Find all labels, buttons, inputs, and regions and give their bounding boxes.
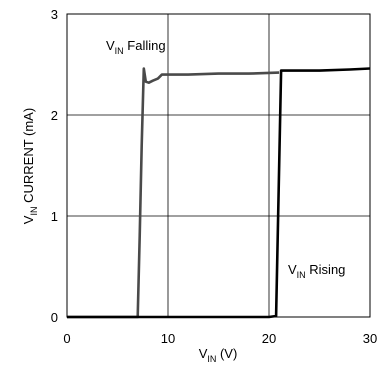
annotation-falling-base: V [106,38,115,53]
series-line-vin-rising [67,67,371,319]
series-layer [67,67,371,319]
y-axis-label-sub: IN [29,207,39,216]
annotation-rising-rest: Rising [306,262,346,277]
y-tick-label: 0 [51,310,58,325]
x-tick-label: 10 [161,331,175,346]
y-tick-label: 1 [51,209,58,224]
annotation-vin-falling: VIN Falling [106,38,166,56]
x-axis-label-sub: IN [207,354,216,364]
x-tick-label: 30 [363,331,377,346]
y-tick-label: 3 [51,7,58,22]
y-axis-label-base: V [21,215,36,224]
x-tick-label: 0 [63,331,70,346]
grid [67,14,370,317]
series-line-vin-falling [67,67,280,319]
annotation-rising-sub: IN [297,270,306,280]
x-axis-label-rest: (V) [216,346,237,361]
y-axis-label: VIN CURRENT (mA) [21,108,39,224]
y-tick-label: 2 [51,108,58,123]
plot-frame [66,13,371,318]
x-tick-label: 20 [262,331,276,346]
y-axis-label-rest: CURRENT (mA) [21,108,36,207]
annotation-rising-base: V [288,262,297,277]
x-axis-label-base: V [199,346,208,361]
annotation-falling-rest: Falling [124,38,166,53]
tick-labels: 0 10 20 30 0 1 2 3 [51,7,377,346]
annotation-falling-sub: IN [115,46,124,56]
x-axis-label: VIN (V) [199,346,238,364]
annotation-vin-rising: VIN Rising [288,262,345,280]
